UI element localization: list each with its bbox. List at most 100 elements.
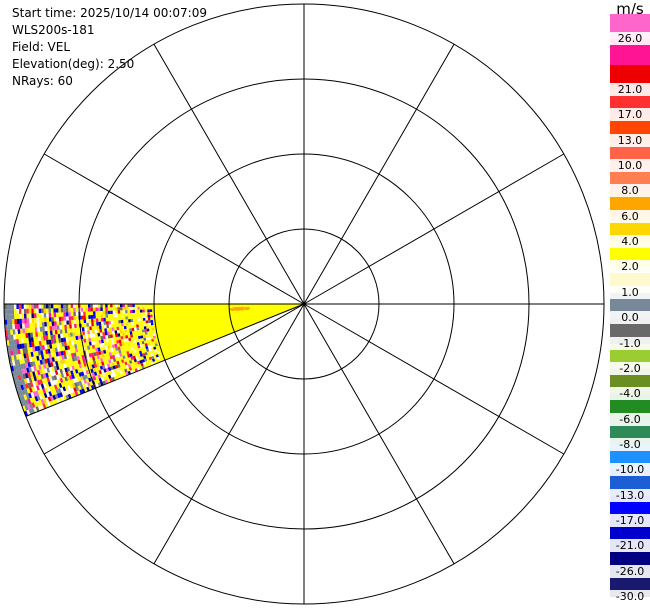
data-gate [42, 363, 47, 369]
data-gate [77, 347, 81, 353]
data-gate [149, 306, 153, 310]
data-gate [103, 317, 106, 322]
data-gate [22, 400, 27, 406]
data-gate [16, 308, 19, 315]
data-gate [112, 347, 116, 352]
data-gate [122, 365, 127, 370]
data-gate [32, 396, 36, 403]
data-gate [150, 344, 154, 348]
data-gate [38, 340, 42, 346]
data-gate [8, 304, 12, 310]
data-gate [87, 311, 91, 316]
data-gate [45, 335, 49, 341]
data-gate [132, 306, 135, 310]
data-gate [113, 337, 117, 342]
data-gate [70, 316, 74, 321]
data-gate [20, 353, 25, 359]
data-gate [105, 307, 108, 311]
data-gate [93, 371, 98, 376]
data-gate [80, 311, 84, 316]
data-gate [24, 323, 28, 329]
elevation-label: Elevation(deg): 2.50 [12, 57, 135, 71]
data-gate [142, 304, 145, 307]
data-gate [26, 313, 30, 319]
data-gate [21, 343, 25, 349]
data-gate [37, 327, 40, 333]
data-gate [56, 321, 60, 326]
data-gate [46, 344, 50, 350]
data-gate [149, 311, 153, 315]
data-gate [17, 333, 21, 340]
data-gate [66, 320, 70, 325]
data-gate [104, 331, 108, 336]
azimuth-spoke [43, 153, 305, 305]
data-gate [91, 352, 95, 357]
data-gate [157, 350, 161, 355]
data-gate [42, 388, 46, 394]
data-gate [83, 323, 87, 328]
data-gate [240, 308, 244, 311]
data-gate [87, 304, 91, 308]
data-gate [117, 336, 121, 341]
data-gate [106, 352, 110, 357]
data-gate [112, 358, 117, 363]
data-gate [73, 340, 77, 345]
data-gate [144, 306, 148, 310]
data-gate [149, 333, 153, 337]
start-time-label: Start time: 2025/10/14 00:07:09 [12, 6, 207, 20]
data-gate [53, 384, 58, 390]
data-gate [133, 336, 137, 341]
data-gate [60, 312, 64, 317]
data-gate [33, 375, 37, 382]
data-gate [151, 341, 155, 345]
data-gate [49, 343, 53, 349]
data-gate [109, 355, 113, 360]
data-gate [31, 386, 36, 393]
velocity-colorbar: 26.0 21.0 17.0 13.0 10.0 8.0 6.0 4.0 2.0 1.0 0.0 -1… [610, 14, 650, 603]
data-gate [68, 340, 72, 346]
data-gate [41, 378, 46, 384]
data-gate [43, 354, 47, 360]
data-gate [28, 342, 33, 348]
data-gate [116, 329, 120, 334]
data-gate [33, 385, 38, 392]
data-gate [65, 308, 69, 313]
data-gate [58, 397, 63, 403]
data-gate [61, 324, 65, 330]
data-gate [93, 363, 98, 368]
data-gate [24, 343, 28, 349]
data-gate [35, 332, 39, 337]
data-gate [37, 389, 42, 396]
data-gate [38, 317, 42, 323]
data-gate [128, 319, 131, 323]
data-gate [20, 333, 24, 339]
data-gate [72, 336, 76, 341]
data-gate [95, 311, 99, 315]
data-gate [96, 325, 100, 330]
data-gate [23, 338, 27, 344]
data-gate [91, 329, 95, 334]
data-gate [110, 310, 113, 315]
data-gate [120, 349, 124, 353]
data-gate [74, 369, 79, 374]
data-gate [56, 383, 60, 389]
data-gate [31, 341, 35, 348]
data-gate [84, 374, 88, 380]
colorbar-tick-label: 1.0 [610, 285, 650, 299]
data-gate [82, 383, 87, 389]
data-gate [117, 316, 121, 321]
data-gate [18, 353, 22, 360]
data-gate [59, 329, 63, 334]
data-gate [25, 399, 30, 405]
data-gate [59, 359, 64, 365]
data-gate [137, 335, 141, 340]
data-gate [100, 335, 104, 340]
data-gate [146, 339, 150, 344]
data-gate [100, 369, 105, 374]
data-gate [134, 352, 138, 356]
data-gate [130, 315, 133, 320]
data-gate [109, 344, 113, 349]
data-gate [78, 355, 83, 360]
data-gate [125, 357, 129, 362]
data-gate [125, 364, 129, 369]
